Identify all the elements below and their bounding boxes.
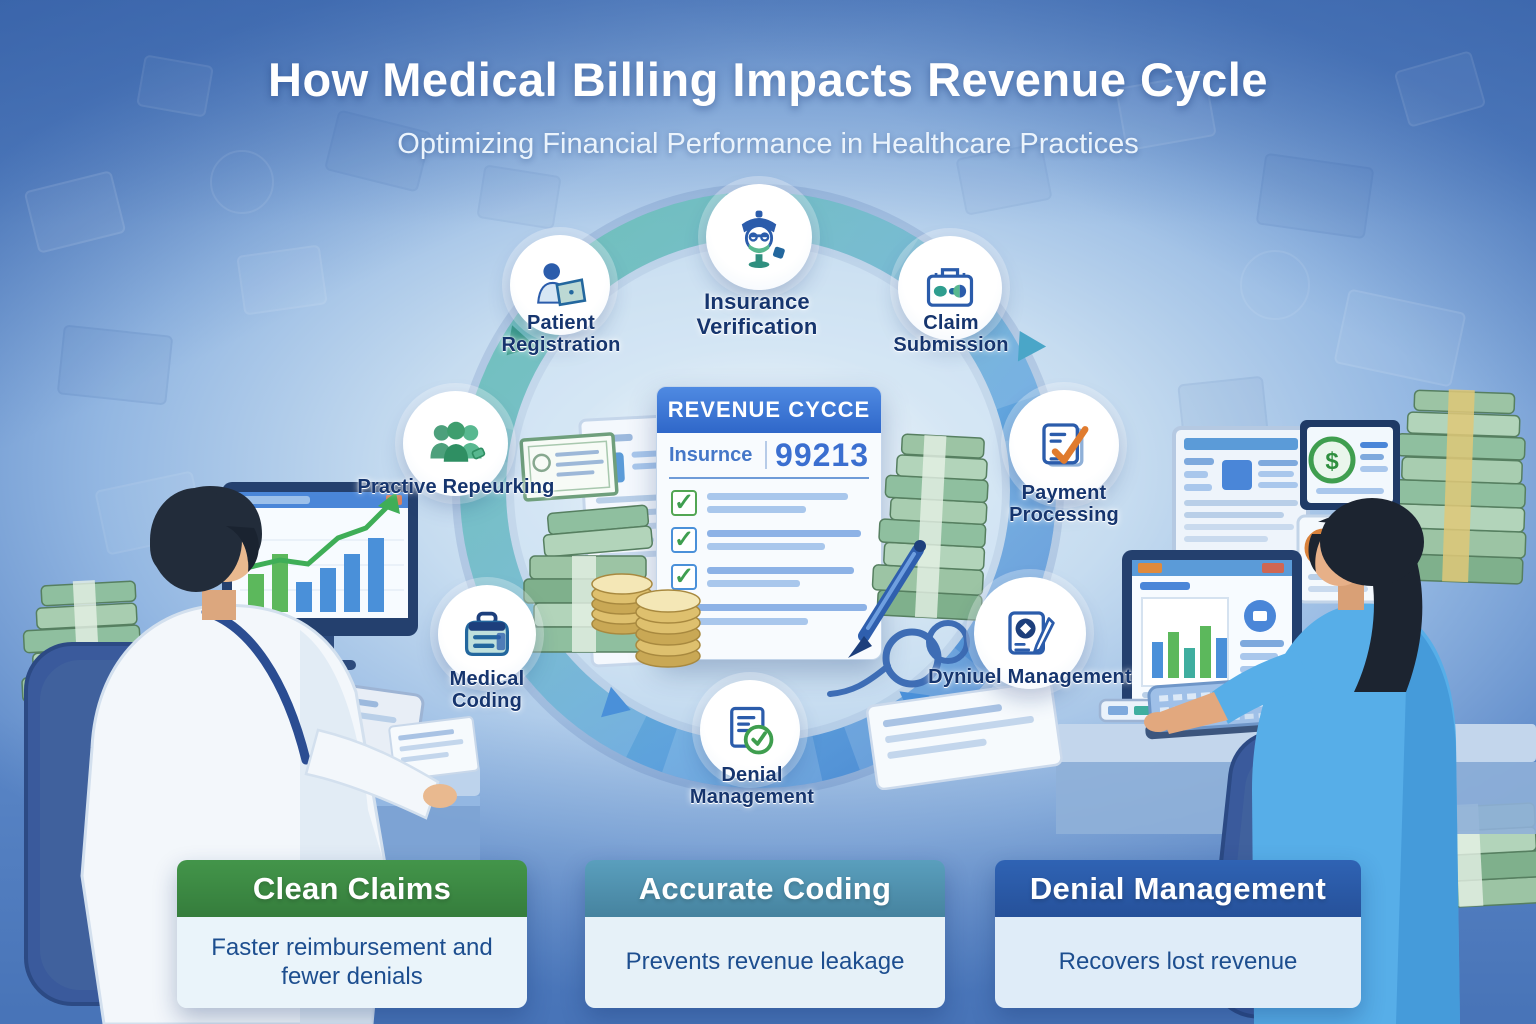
- people-group-icon: [429, 421, 485, 462]
- desk-papers: [388, 716, 480, 781]
- background-document-motif: [236, 244, 328, 316]
- summary-card-description: Faster reimbursement and fewer denials: [177, 917, 527, 1008]
- summary-card-description: Recovers lost revenue: [995, 917, 1361, 1008]
- dollar-icon: $: [1325, 448, 1339, 475]
- growth-trend-arrow: [243, 501, 393, 571]
- summary-card-title: Accurate Coding: [585, 860, 945, 917]
- node-label-insurance-verification: Insurance Verification: [696, 289, 818, 339]
- secondary-monitor: [1172, 426, 1310, 572]
- revenue-cycle-card-header: REVENUE CYCCE: [657, 387, 881, 433]
- summary-card-accurate-coding: Accurate Coding Prevents revenue leakage: [585, 860, 945, 1008]
- dollar-screen: $: [1300, 420, 1400, 510]
- document-coin-pen-icon: [1008, 611, 1055, 655]
- summary-card-denial-management: Denial Management Recovers lost revenue: [995, 860, 1361, 1008]
- background-document-motif: [1255, 152, 1375, 240]
- node-label-patient-registration: Patient Registration: [501, 312, 621, 357]
- page-subtitle: Optimizing Financial Performance in Heal…: [397, 128, 1139, 160]
- dashboard-bar-chart: [1152, 626, 1227, 678]
- document-check-icon: [1042, 423, 1089, 467]
- checkbox-checked-icon: ✓: [671, 527, 697, 553]
- page-title: How Medical Billing Impacts Revenue Cycl…: [268, 53, 1268, 106]
- node-label-dyniuel-management: Dyniuel Management: [928, 666, 1132, 688]
- checklist-row: ✓: [671, 527, 867, 553]
- person-laptop-icon: [537, 263, 587, 307]
- card-footer-lines: [671, 604, 867, 625]
- summary-card-clean-claims: Clean Claims Faster reimbursement and fe…: [177, 860, 527, 1008]
- left-monitor-analytics: [222, 482, 418, 670]
- revenue-cycle-card: REVENUE CYCCE Insurnce 99213 ✓ ✓ ✓: [656, 386, 882, 660]
- background-circle-motif: [1240, 250, 1310, 320]
- node-label-denial-management: Denial Management: [689, 764, 815, 809]
- background-document-motif: [56, 324, 174, 406]
- right-scene-biller-at-desk: $: [1056, 389, 1536, 1024]
- insurance-code-row: Insurnce 99213: [669, 433, 869, 479]
- claim-briefcase-icon: [926, 268, 974, 307]
- background-document-motif: [23, 170, 127, 254]
- checklist-row: ✓: [671, 564, 867, 590]
- document-clock-icon: [730, 706, 774, 755]
- insured-person-icon: [741, 210, 785, 268]
- checkbox-checked-icon: ✓: [671, 490, 697, 516]
- cpt-code-value: 99213: [775, 436, 869, 473]
- checkbox-checked-icon: ✓: [671, 564, 697, 590]
- summary-card-title: Clean Claims: [177, 860, 527, 917]
- summary-card-title: Denial Management: [995, 860, 1361, 917]
- node-label-practive-repeurking: Practive Repeurking: [357, 476, 555, 498]
- node-label-payment-processing: Payment Processing: [1009, 482, 1119, 527]
- summary-card-description: Prevents revenue leakage: [585, 917, 945, 1008]
- node-insurance-verification: [706, 184, 812, 290]
- checklist-row: ✓: [671, 490, 867, 516]
- field-divider: [765, 441, 768, 469]
- medical-bag-icon: [464, 611, 510, 657]
- node-label-medical-coding: Medical Coding: [449, 668, 525, 713]
- bar-chart-bars: [248, 538, 384, 612]
- background-document-motif: [476, 164, 562, 230]
- main-monitor-dashboard: [1122, 550, 1302, 749]
- insurance-field-label: Insurnce: [669, 443, 753, 466]
- node-label-claim-submission: Claim Submission: [893, 312, 1009, 357]
- background-circle-motif: [210, 150, 274, 214]
